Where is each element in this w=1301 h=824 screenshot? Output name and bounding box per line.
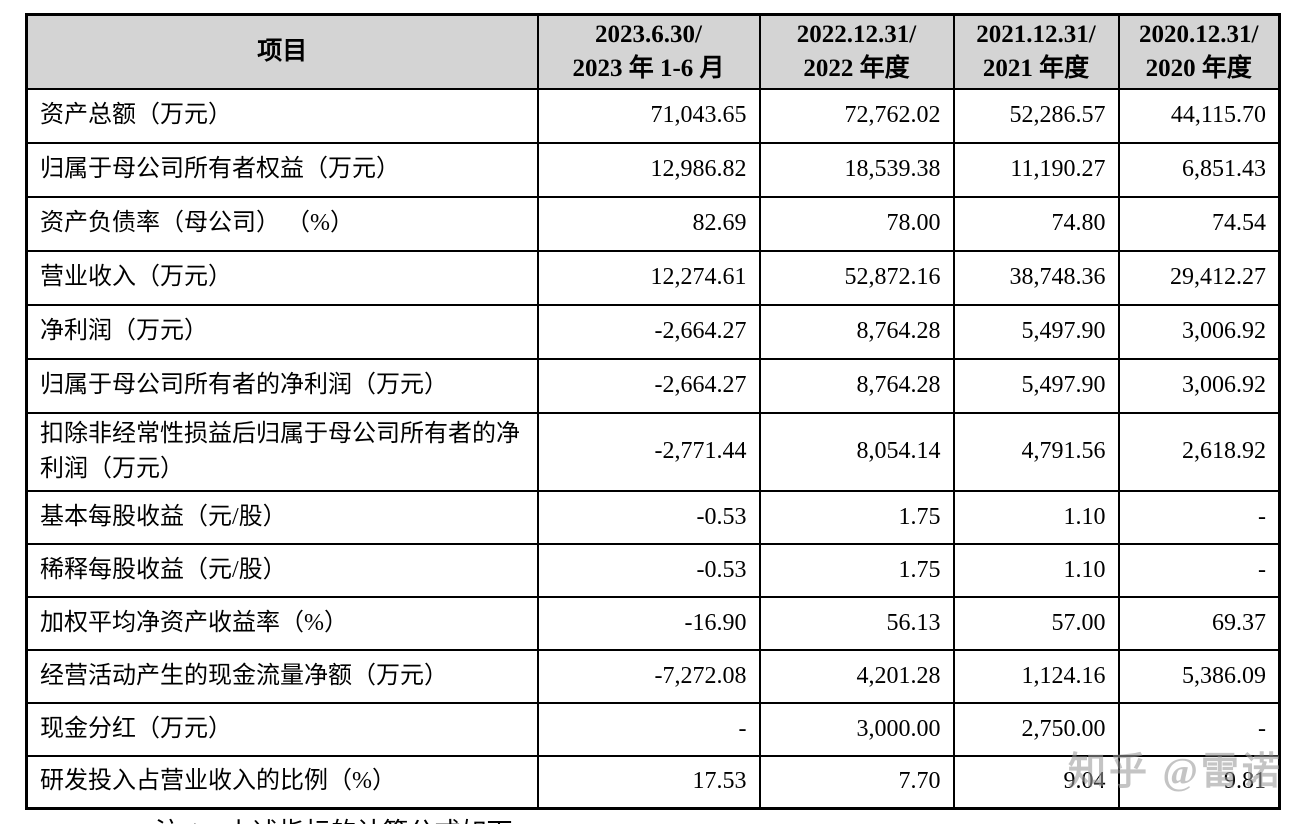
header-cell-period-2020: 2020.12.31/ 2020 年度 bbox=[1117, 13, 1281, 90]
value-cell: -2,664.27 bbox=[536, 303, 761, 360]
table-row-debt-ratio: 资产负债率（母公司） （%） 82.69 78.00 74.80 74.54 bbox=[25, 195, 1281, 252]
row-label: 归属于母公司所有者的净利润（万元） bbox=[25, 357, 539, 414]
value-cell: 12,986.82 bbox=[536, 141, 761, 198]
value-cell: 5,497.90 bbox=[952, 357, 1120, 414]
value-cell: 1.10 bbox=[952, 542, 1120, 598]
row-label: 归属于母公司所有者权益（万元） bbox=[25, 141, 539, 198]
row-label: 稀释每股收益（元/股） bbox=[25, 542, 539, 598]
header-cell-item: 项目 bbox=[25, 13, 539, 90]
header-cell-period-2023: 2023.6.30/ 2023 年 1-6 月 bbox=[536, 13, 761, 90]
value-cell: 8,764.28 bbox=[758, 357, 955, 414]
table-row-total-assets: 资产总额（万元） 71,043.65 72,762.02 52,286.57 4… bbox=[25, 87, 1281, 144]
table-row-revenue: 营业收入（万元） 12,274.61 52,872.16 38,748.36 2… bbox=[25, 249, 1281, 306]
row-label: 营业收入（万元） bbox=[25, 249, 539, 306]
value-cell: 78.00 bbox=[758, 195, 955, 252]
table-row-net-profit: 净利润（万元） -2,664.27 8,764.28 5,497.90 3,00… bbox=[25, 303, 1281, 360]
value-cell: 71,043.65 bbox=[536, 87, 761, 144]
table-row-deducted-net-profit: 扣除非经常性损益后归属于母公司所有者的净利润（万元） -2,771.44 8,0… bbox=[25, 411, 1281, 492]
value-cell: 72,762.02 bbox=[758, 87, 955, 144]
table-row-weighted-roe: 加权平均净资产收益率（%） -16.90 56.13 57.00 69.37 bbox=[25, 595, 1281, 651]
value-cell: 4,201.28 bbox=[758, 648, 955, 704]
period-date: 2020.12.31/ bbox=[1139, 21, 1259, 48]
row-label: 资产负债率（母公司） （%） bbox=[25, 195, 539, 252]
value-cell: 11,190.27 bbox=[952, 141, 1120, 198]
value-cell: 56.13 bbox=[758, 595, 955, 651]
value-cell: - bbox=[1117, 489, 1281, 545]
value-cell: 9.81 bbox=[1117, 754, 1281, 810]
table-row-diluted-eps: 稀释每股收益（元/股） -0.53 1.75 1.10 - bbox=[25, 542, 1281, 598]
header-cell-period-2022: 2022.12.31/ 2022 年度 bbox=[758, 13, 955, 90]
value-cell: 5,497.90 bbox=[952, 303, 1120, 360]
value-cell: 8,764.28 bbox=[758, 303, 955, 360]
period-date: 2022.12.31/ bbox=[796, 21, 917, 48]
table-header-row: 项目 2023.6.30/ 2023 年 1-6 月 2022.12.31/ 2… bbox=[25, 13, 1281, 90]
row-label: 资产总额（万元） bbox=[25, 87, 539, 144]
value-cell: 6,851.43 bbox=[1117, 141, 1281, 198]
value-cell: 1.10 bbox=[952, 489, 1120, 545]
value-cell: -0.53 bbox=[536, 489, 761, 545]
table-row-rd-ratio: 研发投入占营业收入的比例（%） 17.53 7.70 9.04 9.81 bbox=[25, 754, 1281, 810]
value-cell: 8,054.14 bbox=[758, 411, 955, 492]
value-cell: 74.54 bbox=[1117, 195, 1281, 252]
row-label: 基本每股收益（元/股） bbox=[25, 489, 539, 545]
value-cell: 29,412.27 bbox=[1117, 249, 1281, 306]
value-cell: 74.80 bbox=[952, 195, 1120, 252]
value-cell: 7.70 bbox=[758, 754, 955, 810]
row-label: 经营活动产生的现金流量净额（万元） bbox=[25, 648, 539, 704]
period-span: 2022 年度 bbox=[803, 54, 910, 82]
value-cell: 38,748.36 bbox=[952, 249, 1120, 306]
value-cell: 44,115.70 bbox=[1117, 87, 1281, 144]
value-cell: 82.69 bbox=[536, 195, 761, 252]
value-cell: -16.90 bbox=[536, 595, 761, 651]
value-cell: -2,771.44 bbox=[536, 411, 761, 492]
value-cell: 3,006.92 bbox=[1117, 303, 1281, 360]
table-row-parent-equity: 归属于母公司所有者权益（万元） 12,986.82 18,539.38 11,1… bbox=[25, 141, 1281, 198]
value-cell: -2,664.27 bbox=[536, 357, 761, 414]
footnote-clipped: 注 1：上述指标的计算公式如下 bbox=[155, 812, 513, 824]
row-label: 加权平均净资产收益率（%） bbox=[25, 595, 539, 651]
table-row-operating-cash-flow: 经营活动产生的现金流量净额（万元） -7,272.08 4,201.28 1,1… bbox=[25, 648, 1281, 704]
period-span: 2023 年 1-6 月 bbox=[572, 54, 725, 82]
period-date: 2021.12.31/ bbox=[976, 21, 1096, 48]
value-cell: - bbox=[536, 701, 761, 757]
value-cell: 2,618.92 bbox=[1117, 411, 1281, 492]
value-cell: 3,000.00 bbox=[758, 701, 955, 757]
value-cell: 18,539.38 bbox=[758, 141, 955, 198]
value-cell: 17.53 bbox=[536, 754, 761, 810]
row-label: 现金分红（万元） bbox=[25, 701, 539, 757]
period-date: 2023.6.30/ bbox=[595, 21, 702, 48]
value-cell: 5,386.09 bbox=[1117, 648, 1281, 704]
row-label: 扣除非经常性损益后归属于母公司所有者的净利润（万元） bbox=[25, 411, 539, 492]
value-cell: 9.04 bbox=[952, 754, 1120, 810]
table-row-cash-dividend: 现金分红（万元） - 3,000.00 2,750.00 - bbox=[25, 701, 1281, 757]
zhihu-watermark: 知乎 @雷诺 bbox=[1068, 751, 1283, 793]
value-cell: 3,006.92 bbox=[1117, 357, 1281, 414]
value-cell: - bbox=[1117, 701, 1281, 757]
value-cell: -0.53 bbox=[536, 542, 761, 598]
value-cell: - bbox=[1117, 542, 1281, 598]
value-cell: 52,286.57 bbox=[952, 87, 1120, 144]
value-cell: 2,750.00 bbox=[952, 701, 1120, 757]
value-cell: 1.75 bbox=[758, 542, 955, 598]
value-cell: 1,124.16 bbox=[952, 648, 1120, 704]
header-cell-period-2021: 2021.12.31/ 2021 年度 bbox=[952, 13, 1120, 90]
value-cell: 12,274.61 bbox=[536, 249, 761, 306]
value-cell: 4,791.56 bbox=[952, 411, 1120, 492]
period-span: 2021 年度 bbox=[982, 54, 1090, 82]
financial-summary-table: 项目 2023.6.30/ 2023 年 1-6 月 2022.12.31/ 2… bbox=[25, 13, 1281, 810]
table-row-basic-eps: 基本每股收益（元/股） -0.53 1.75 1.10 - bbox=[25, 489, 1281, 545]
value-cell: 69.37 bbox=[1117, 595, 1281, 651]
value-cell: 57.00 bbox=[952, 595, 1120, 651]
value-cell: -7,272.08 bbox=[536, 648, 761, 704]
table-row-parent-net-profit: 归属于母公司所有者的净利润（万元） -2,664.27 8,764.28 5,4… bbox=[25, 357, 1281, 414]
value-cell: 52,872.16 bbox=[758, 249, 955, 306]
period-span: 2020 年度 bbox=[1145, 54, 1252, 82]
value-cell: 1.75 bbox=[758, 489, 955, 545]
row-label: 净利润（万元） bbox=[25, 303, 539, 360]
row-label: 研发投入占营业收入的比例（%） bbox=[25, 754, 539, 810]
